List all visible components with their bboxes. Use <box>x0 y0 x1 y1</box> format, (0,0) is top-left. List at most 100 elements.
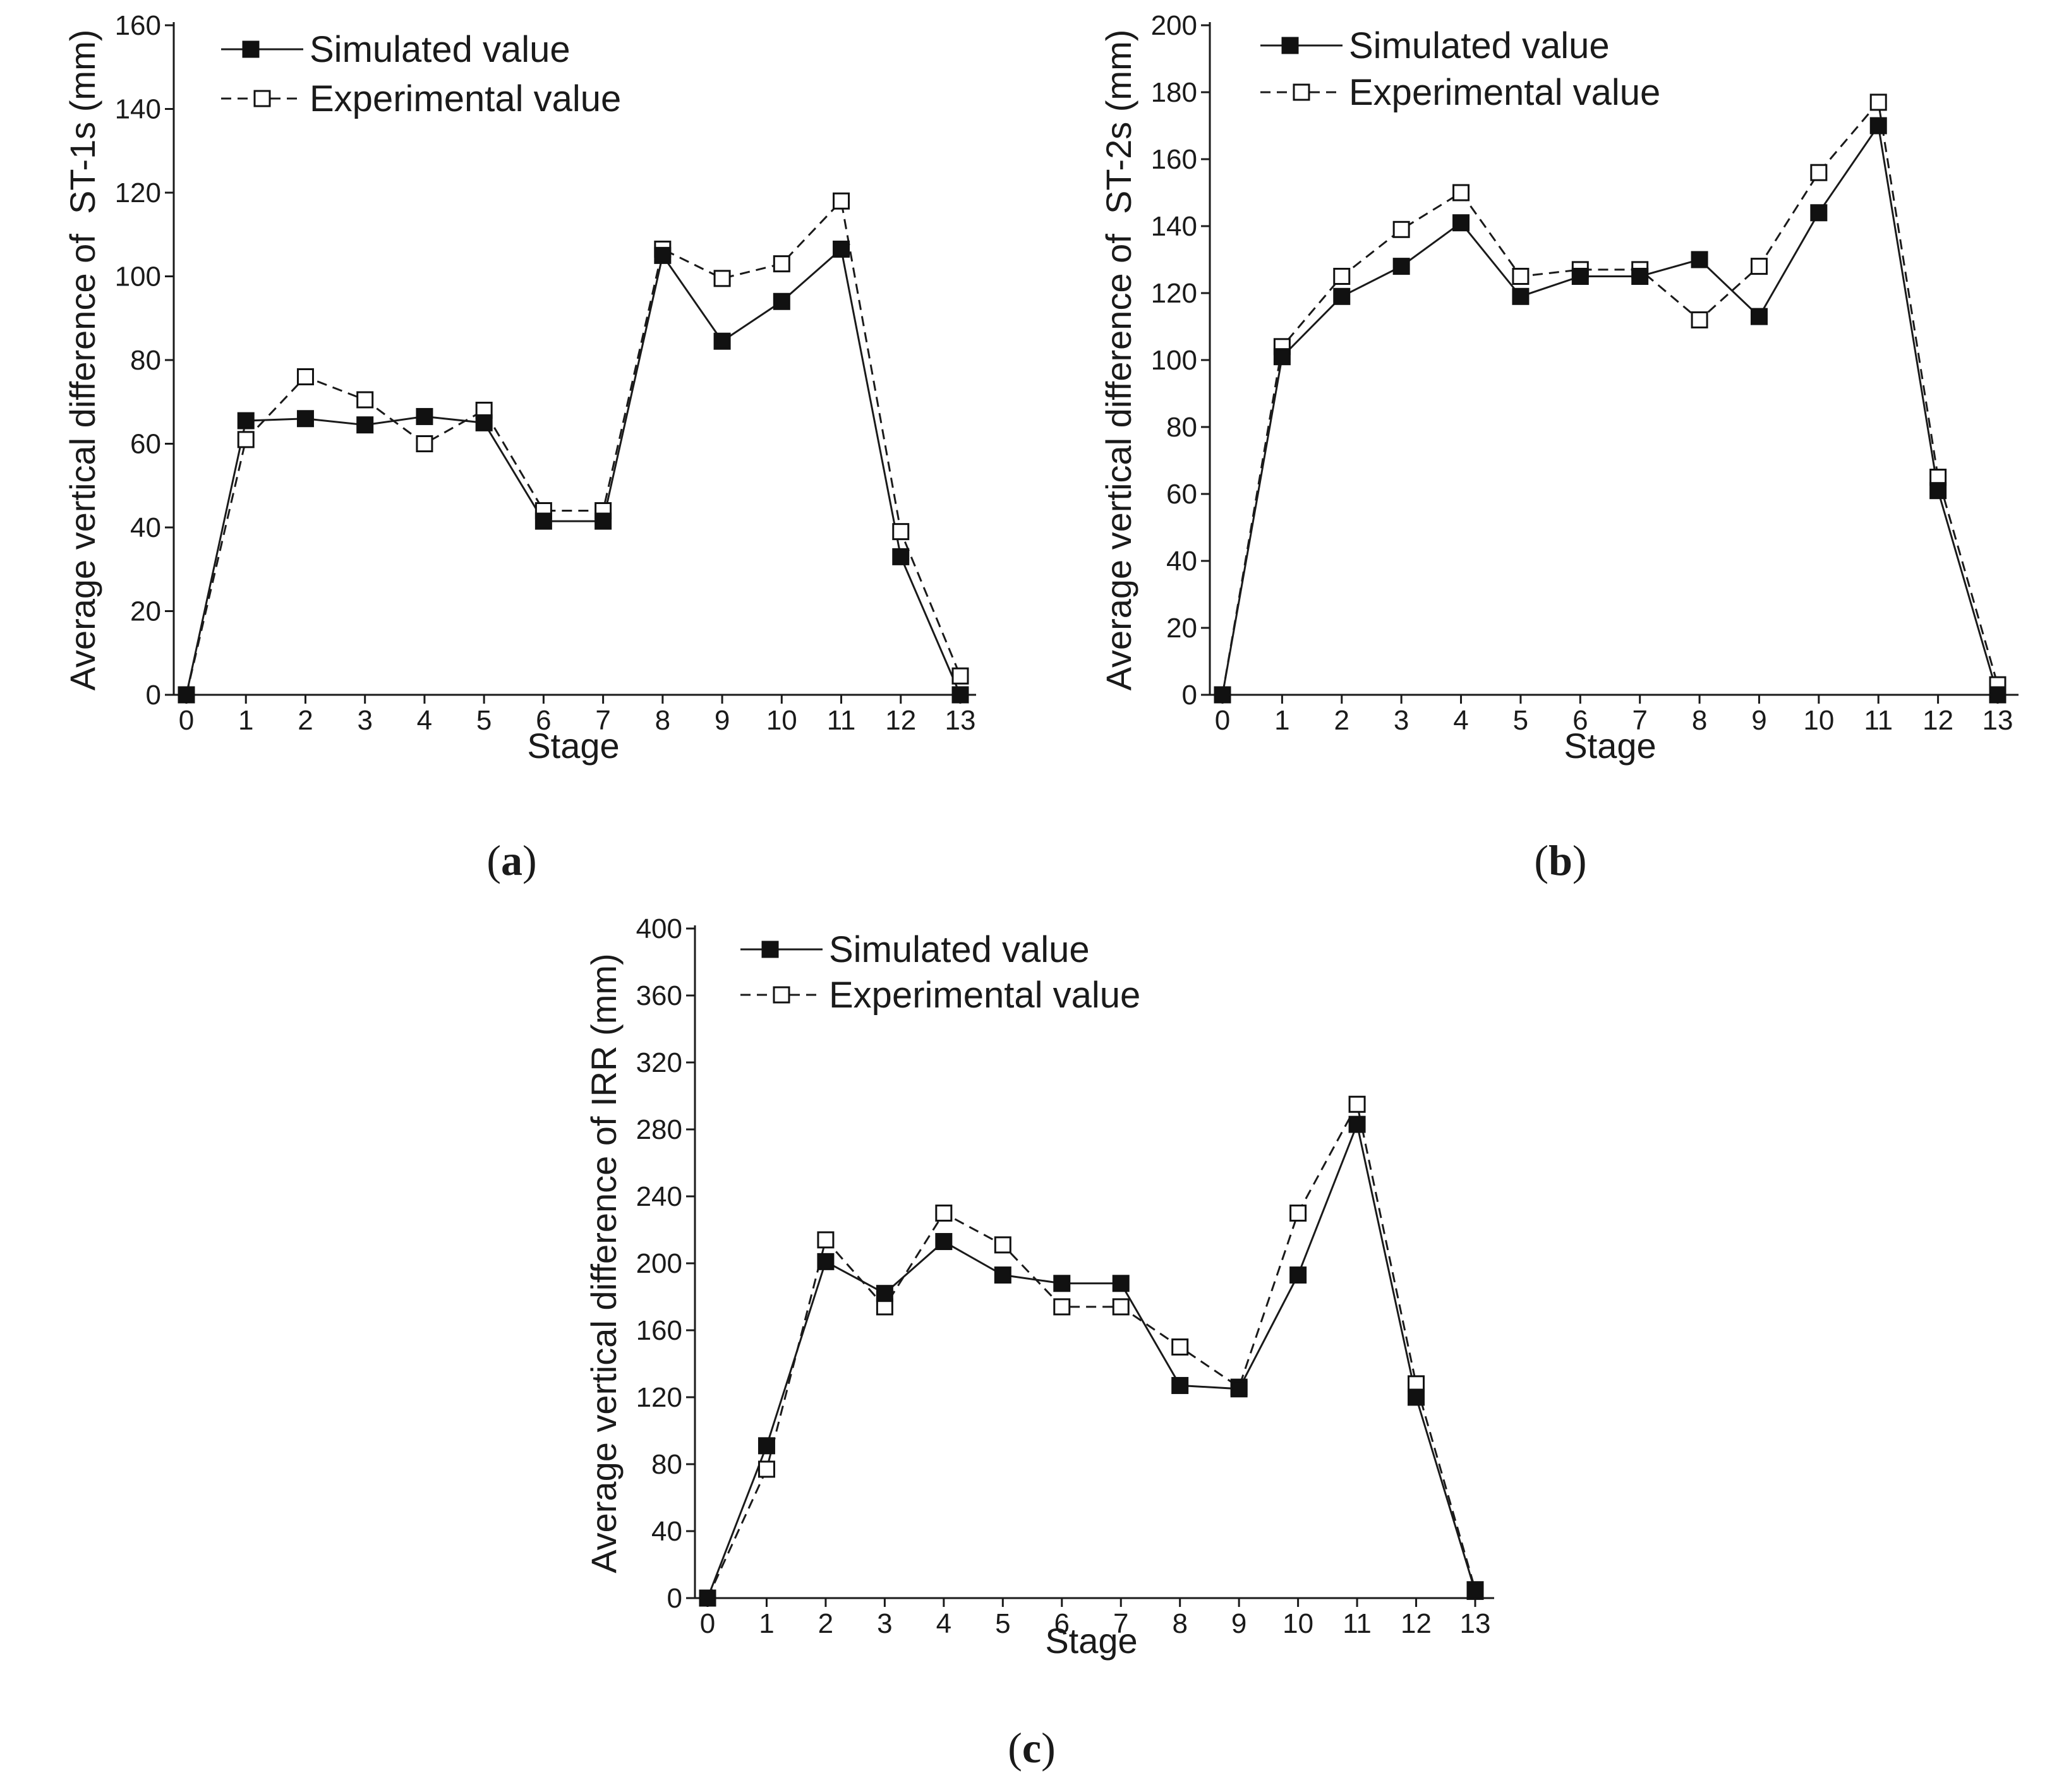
x-tick-label-a-12: 12 <box>885 705 916 736</box>
point-b-experimental-4 <box>1452 184 1470 201</box>
series-line-a-simulated <box>185 247 962 695</box>
point-a-simulated-13 <box>951 686 969 704</box>
x-tick-label-c-11: 11 <box>1343 1608 1372 1639</box>
point-a-simulated-11 <box>833 240 850 258</box>
legend-marker-c-experimental <box>773 986 790 1004</box>
point-a-experimental-12 <box>892 523 910 541</box>
y-tick-label-b-40: 40 <box>1166 546 1197 577</box>
point-a-simulated-8 <box>654 246 672 264</box>
caption-a: (a) <box>486 836 536 884</box>
x-tick-label-c-5: 5 <box>995 1608 1010 1639</box>
x-tick-label-b-4: 4 <box>1453 705 1468 736</box>
y-tick-label-b-200: 200 <box>1151 10 1197 41</box>
x-tick-label-b-0: 0 <box>1215 705 1230 736</box>
point-c-experimental-7 <box>1112 1298 1130 1316</box>
series-line-c-simulated <box>706 1121 1476 1599</box>
point-b-simulated-11 <box>1869 117 1887 135</box>
point-a-experimental-9 <box>713 270 731 287</box>
point-a-simulated-6 <box>534 512 552 530</box>
y-tick-label-c-200: 200 <box>636 1248 682 1279</box>
x-tick-label-a-10: 10 <box>766 705 797 736</box>
point-b-simulated-10 <box>1810 204 1828 222</box>
x-tick-label-b-1: 1 <box>1274 705 1289 736</box>
point-b-experimental-8 <box>1691 311 1708 328</box>
x-tick-label-b-10: 10 <box>1803 705 1834 736</box>
point-b-simulated-3 <box>1392 258 1410 275</box>
point-c-experimental-2 <box>817 1231 835 1249</box>
x-tick-label-c-13: 13 <box>1460 1608 1491 1639</box>
x-axis-label-a: Stage <box>527 726 619 766</box>
y-tick-label-b-60: 60 <box>1166 479 1197 510</box>
point-b-simulated-8 <box>1691 251 1708 268</box>
y-tick-label-c-320: 320 <box>636 1047 682 1078</box>
series-line-c-experimental <box>706 1102 1476 1599</box>
point-c-simulated-7 <box>1112 1275 1130 1292</box>
legend-label-a-simulated: Simulated value <box>310 29 570 70</box>
point-b-experimental-10 <box>1810 164 1828 181</box>
point-c-experimental-4 <box>935 1205 953 1222</box>
y-tick-label-a-0: 0 <box>146 680 161 711</box>
y-axis-label-b: Average vertical difference of ST-2s (mm… <box>1099 30 1138 691</box>
y-tick-label-c-400: 400 <box>636 913 682 944</box>
legend-label-b-simulated: Simulated value <box>1349 25 1610 66</box>
x-tick-label-c-10: 10 <box>1282 1608 1313 1639</box>
x-tick-label-b-9: 9 <box>1751 705 1766 736</box>
x-tick-label-a-13: 13 <box>945 705 976 736</box>
y-tick-label-a-40: 40 <box>130 512 161 543</box>
y-tick-label-c-160: 160 <box>636 1315 682 1346</box>
x-tick-label-c-12: 12 <box>1401 1608 1432 1639</box>
point-a-experimental-13 <box>951 667 969 685</box>
series-line-a-experimental <box>185 199 962 695</box>
y-tick-label-a-80: 80 <box>130 345 161 376</box>
point-c-simulated-12 <box>1408 1388 1425 1406</box>
x-tick-label-c-1: 1 <box>759 1608 774 1639</box>
caption-c: (c) <box>1008 1724 1056 1772</box>
point-b-simulated-2 <box>1333 287 1351 305</box>
point-b-experimental-2 <box>1333 268 1351 285</box>
point-a-experimental-1 <box>237 431 255 448</box>
point-a-experimental-11 <box>833 192 850 210</box>
point-b-simulated-12 <box>1929 482 1947 500</box>
point-a-simulated-12 <box>892 548 910 565</box>
series-line-b-experimental <box>1221 100 1999 695</box>
x-tick-label-a-8: 8 <box>655 705 670 736</box>
y-tick-label-b-160: 160 <box>1151 144 1197 175</box>
point-a-simulated-10 <box>773 292 790 310</box>
point-c-simulated-4 <box>935 1233 953 1251</box>
x-tick-label-c-8: 8 <box>1172 1608 1187 1639</box>
legend-marker-b-experimental <box>1293 83 1310 101</box>
y-tick-label-a-100: 100 <box>115 262 161 292</box>
y-tick-label-b-180: 180 <box>1151 77 1197 108</box>
point-b-simulated-13 <box>1989 686 2007 704</box>
point-b-experimental-9 <box>1750 258 1768 275</box>
caption-c-letter: c <box>1022 1724 1041 1772</box>
point-a-simulated-7 <box>594 512 612 530</box>
y-tick-label-a-160: 160 <box>115 10 161 41</box>
caption-b-letter: b <box>1548 836 1572 884</box>
x-tick-label-c-9: 9 <box>1231 1608 1246 1639</box>
caption-a-letter: a <box>501 836 522 884</box>
y-tick-label-c-80: 80 <box>651 1449 682 1480</box>
point-c-experimental-10 <box>1289 1205 1307 1222</box>
x-tick-label-a-7: 7 <box>595 705 610 736</box>
point-b-simulated-1 <box>1273 348 1291 366</box>
point-c-experimental-5 <box>994 1236 1011 1254</box>
point-a-simulated-0 <box>178 686 195 704</box>
x-tick-label-c-6: 6 <box>1054 1608 1070 1639</box>
x-tick-label-b-2: 2 <box>1334 705 1349 736</box>
legend-label-c-simulated: Simulated value <box>829 929 1090 970</box>
point-b-simulated-0 <box>1214 686 1231 704</box>
x-tick-label-a-4: 4 <box>417 705 432 736</box>
point-c-experimental-6 <box>1053 1298 1071 1316</box>
caption-b: (b) <box>1534 836 1586 884</box>
x-tick-label-b-12: 12 <box>1922 705 1953 736</box>
x-tick-label-a-1: 1 <box>238 705 253 736</box>
x-tick-label-a-5: 5 <box>476 705 492 736</box>
point-c-simulated-6 <box>1053 1275 1071 1292</box>
y-tick-label-b-20: 20 <box>1166 613 1197 644</box>
x-tick-label-c-4: 4 <box>936 1608 951 1639</box>
point-a-simulated-2 <box>296 410 314 428</box>
point-c-simulated-10 <box>1289 1266 1307 1284</box>
legend-label-b-experimental: Experimental value <box>1349 72 1660 113</box>
